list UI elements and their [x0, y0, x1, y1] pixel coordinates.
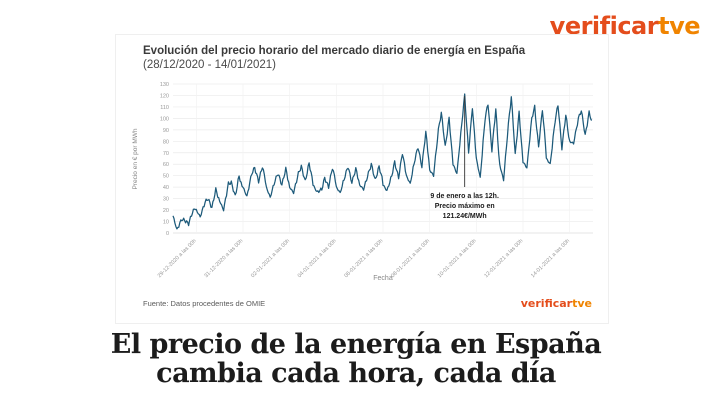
y-tick-label: 110	[160, 105, 169, 111]
x-tick-label: 10-01-2021 a las 00h	[437, 238, 478, 279]
y-tick-label: 30	[163, 197, 169, 203]
chart-source: Fuente: Datos procedentes de OMIE	[143, 299, 266, 309]
headline-line-1: El precio de la energía en España	[110, 329, 602, 360]
y-tick-label: 10	[163, 220, 169, 226]
chart-footer: Fuente: Datos procedentes de OMIE verifi…	[116, 295, 608, 310]
y-tick-label: 50	[163, 174, 169, 180]
x-tick-label: 02-01-2021 a las 00h	[250, 238, 291, 279]
y-tick-label: 120	[160, 94, 169, 100]
x-tick-label: 06-01-2021 a las 00h	[343, 238, 384, 279]
y-tick-label: 40	[163, 185, 169, 191]
price-line-chart-svg: 0 10 20 30 40 50 60 70 80 90 100 110 120 130 29-12-202…	[132, 82, 593, 282]
annotation-text: 121.24€/MWh	[443, 213, 487, 220]
y-tick-label: 70	[163, 151, 169, 157]
y-tick-label: 90	[163, 128, 169, 134]
price-line-chart: 0 10 20 30 40 50 60 70 80 90 100 110 120 130 29-12-202…	[116, 73, 610, 295]
x-tick-label: 14-01-2021 a las 00h	[530, 238, 571, 279]
chart-footer-logo-verificar: verificar	[520, 297, 573, 311]
headline: El precio de la energía en España cambia…	[0, 329, 712, 389]
x-tick-label: 31-12-2020 a las 00h	[203, 238, 244, 279]
verificartve-logo-tve: tve	[658, 12, 700, 40]
annotation-text: Precio máximo en	[435, 203, 495, 210]
y-tick-label: 0	[166, 231, 169, 237]
x-tick-label: 04-01-2021 a las 00h	[297, 238, 338, 279]
y-tick-label: 130	[160, 82, 169, 88]
chart-footer-logo: verificartve	[521, 297, 592, 310]
chart-footer-logo-tve: tve	[572, 297, 592, 311]
x-tick-label: 12-01-2021 a las 00h	[483, 238, 524, 279]
y-tick-label: 20	[163, 208, 169, 214]
y-tick-label: 60	[163, 163, 169, 169]
y-tick-label: 100	[160, 117, 169, 123]
chart-title: Evolución del precio horario del mercado…	[143, 45, 526, 57]
chart-card: Evolución del precio horario del mercado…	[115, 34, 609, 324]
y-tick-label: 80	[163, 140, 169, 146]
x-tick-label: 29-12-2020 a las 00h	[157, 238, 198, 279]
chart-subtitle: (28/12/2020 - 14/01/2021)	[143, 59, 276, 72]
price-line	[172, 93, 593, 230]
headline-line-2: cambia cada hora, cada día	[156, 357, 556, 389]
annotation-text: 9 de enero a las 12h.	[430, 193, 499, 200]
x-axis-title: Fecha	[373, 275, 393, 282]
y-axis-title: Precio en € por MWh	[132, 128, 139, 189]
x-tick-label: 08-01-2021 a las 00h	[390, 238, 431, 279]
chart-header: Evolución del precio horario del mercado…	[116, 35, 608, 73]
